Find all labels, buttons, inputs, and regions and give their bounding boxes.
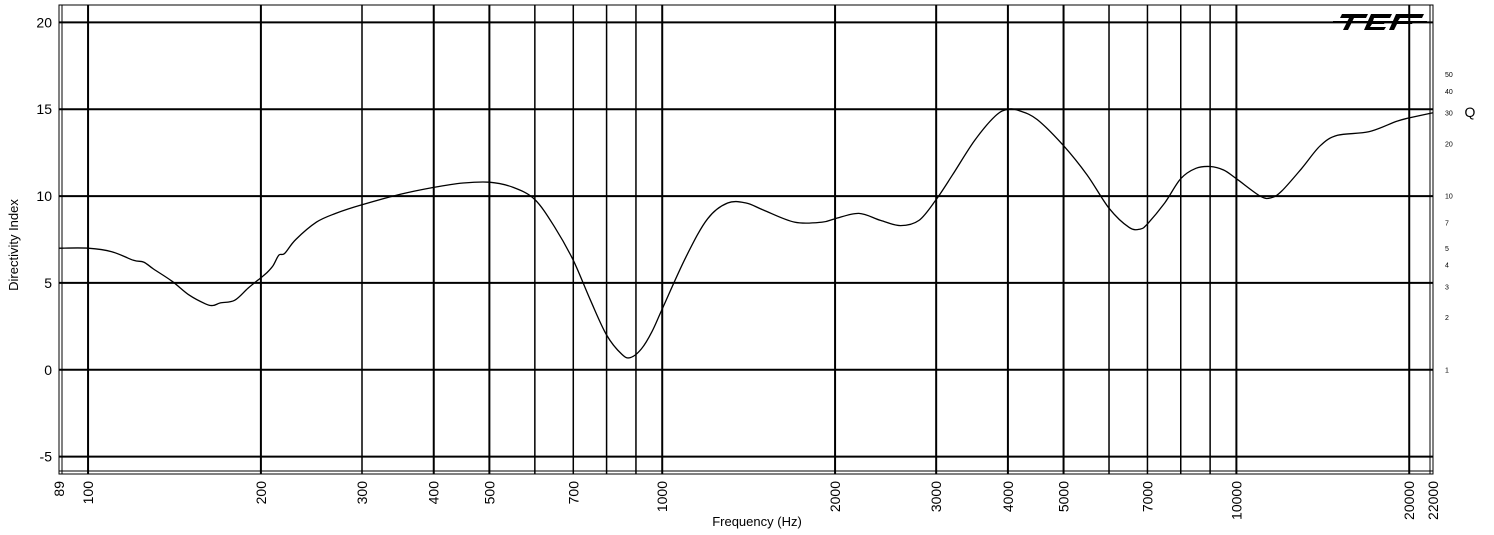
- series-line-0: [58, 108, 1434, 359]
- q-tick-label: 5: [1445, 246, 1449, 253]
- q-tick-label: 1: [1445, 367, 1449, 374]
- x-axis-title: Frequency (Hz): [712, 514, 802, 529]
- q-tick-label: 2: [1445, 315, 1449, 322]
- y-tick-labels: 20 15 10 5 0 -5: [36, 14, 52, 464]
- x-tick-label: 2000: [827, 481, 843, 512]
- q-tick-labels: 50 40 30 20 10 7 5 4 3 2 1: [1445, 72, 1453, 374]
- q-tick-label: 4: [1445, 263, 1449, 270]
- x-tick-label: 400: [426, 481, 442, 505]
- x-tick-label: 300: [354, 481, 370, 505]
- q-tick-label: 50: [1445, 72, 1453, 79]
- series-layer: [58, 108, 1434, 359]
- y-tick-label: 0: [44, 362, 52, 378]
- q-tick-label: 20: [1445, 141, 1453, 148]
- y-tick-label: 20: [36, 14, 52, 30]
- x-tick-labels: 89 100 200 300 400 500 700 1000 2000 3000 4000 5000…: [51, 481, 1441, 520]
- y-tick-label: -5: [40, 449, 53, 465]
- q-axis-title: Q: [1465, 104, 1476, 120]
- x-tick-label: 10000: [1228, 481, 1244, 520]
- x-tick-label: 500: [481, 481, 497, 505]
- x-tick-label: 20000: [1401, 481, 1417, 520]
- tef-logo: [1333, 14, 1427, 30]
- grid-layer: [59, 5, 1433, 474]
- y-tick-label: 5: [44, 275, 52, 291]
- x-tick-label: 3000: [928, 481, 944, 512]
- q-tick-label: 10: [1445, 194, 1453, 201]
- x-tick-label: 100: [80, 481, 96, 505]
- plot-frame: [58, 4, 1434, 475]
- y-axis-title: Directivity Index: [6, 199, 21, 291]
- plot-border: [58, 4, 1434, 475]
- x-tick-label: 700: [565, 481, 581, 505]
- q-tick-label: 30: [1445, 111, 1453, 118]
- y-tick-label: 10: [36, 188, 52, 204]
- q-tick-label: 7: [1445, 220, 1449, 227]
- y-tick-label: 15: [36, 101, 52, 117]
- x-tick-label: 89: [51, 481, 67, 497]
- x-tick-label: 22000: [1425, 481, 1441, 520]
- q-tick-label: 3: [1445, 284, 1449, 291]
- q-tick-label: 40: [1445, 89, 1453, 96]
- x-tick-label: 4000: [1000, 481, 1016, 512]
- x-tick-label: 7000: [1139, 481, 1155, 512]
- x-tick-label: 200: [253, 481, 269, 505]
- x-tick-label: 5000: [1056, 481, 1072, 512]
- x-tick-label: 1000: [654, 481, 670, 512]
